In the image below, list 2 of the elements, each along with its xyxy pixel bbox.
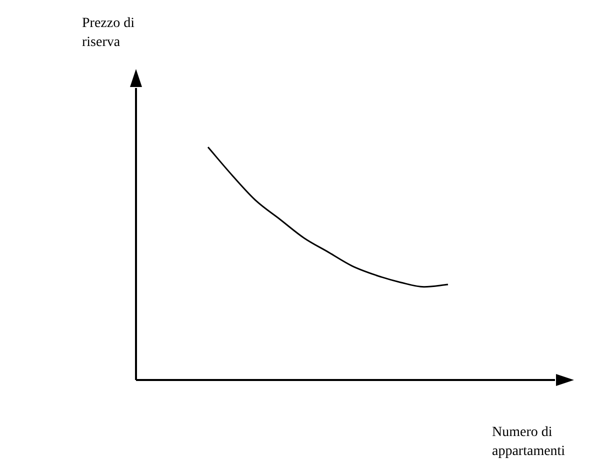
text: Prezzo di riserva [82, 15, 136, 52]
x-axis-title: Numero di appartamenti [492, 424, 566, 461]
